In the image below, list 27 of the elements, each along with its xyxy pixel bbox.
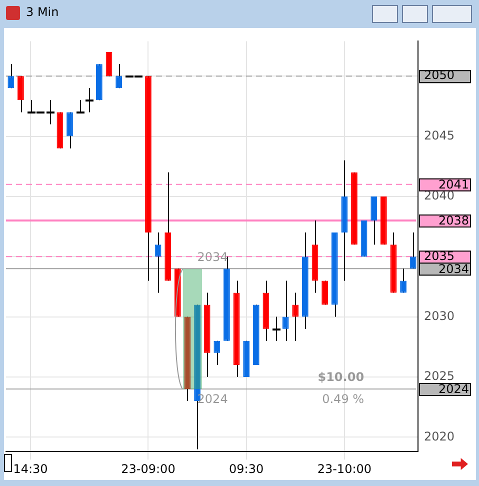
x-tick-label: 23-10:00 bbox=[317, 462, 372, 476]
candlestick bbox=[370, 196, 378, 246]
ref-line-label: 2034 bbox=[438, 262, 469, 276]
ref-line-label: 2041 bbox=[438, 178, 469, 192]
candlestick bbox=[400, 268, 406, 294]
candlestick bbox=[154, 232, 162, 294]
candlestick bbox=[282, 280, 289, 342]
candlestick bbox=[66, 112, 73, 149]
annotation: 2034 bbox=[197, 250, 228, 264]
candlestick bbox=[292, 292, 299, 342]
annotation: 0.49 % bbox=[322, 392, 364, 406]
x-tick-label: 23-09:00 bbox=[121, 462, 176, 476]
ref-line-label: 2024 bbox=[438, 382, 469, 396]
y-tick-label: 2020 bbox=[424, 429, 455, 444]
candlestick bbox=[18, 76, 24, 113]
annotation: 2024 bbox=[197, 392, 228, 406]
y-tick-label: 2030 bbox=[424, 308, 455, 323]
ref-line-label: 2038 bbox=[438, 214, 469, 228]
candlestick bbox=[8, 64, 14, 89]
x-tick-label: 09:30 bbox=[229, 462, 264, 476]
y-tick-label: 2025 bbox=[424, 369, 455, 384]
candlestick bbox=[116, 64, 122, 89]
candlestick bbox=[214, 340, 220, 366]
chart-title: 3 Min bbox=[26, 5, 59, 19]
y-tick-label: 2045 bbox=[424, 128, 455, 142]
x-tick-label: 14:30 bbox=[13, 462, 48, 476]
annotation: $10.00 bbox=[318, 370, 364, 384]
